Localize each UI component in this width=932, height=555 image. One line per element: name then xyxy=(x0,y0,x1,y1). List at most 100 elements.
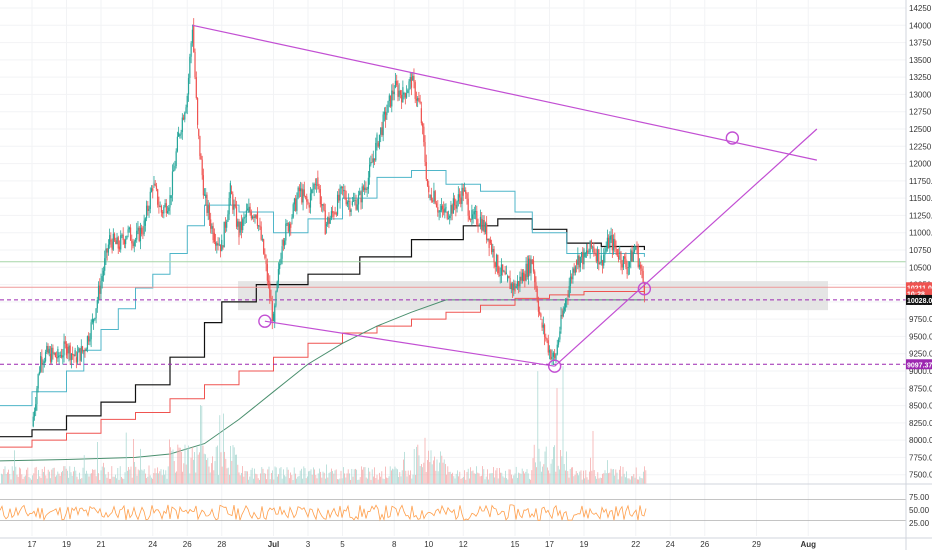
candle-body xyxy=(383,111,385,115)
candle-body xyxy=(432,200,434,202)
candle-body xyxy=(333,213,335,217)
candle-body xyxy=(617,255,620,260)
volume-bar xyxy=(304,468,306,484)
chart-grid xyxy=(0,0,906,536)
volume-bar xyxy=(239,475,241,484)
volume-bar xyxy=(577,473,578,484)
volume-bar xyxy=(596,478,597,484)
volume-bar xyxy=(5,473,7,484)
volume-bar xyxy=(71,475,73,484)
candle-body xyxy=(111,241,113,250)
volume-bar xyxy=(209,472,211,484)
candle-body xyxy=(304,195,307,197)
volume-bar xyxy=(469,478,470,484)
candle-body xyxy=(577,255,579,265)
candle-body xyxy=(552,352,554,357)
candle-body xyxy=(466,193,468,199)
price-tick-label: 13250.00 xyxy=(909,73,932,82)
candle-body xyxy=(421,123,424,127)
volume-bar xyxy=(165,470,167,484)
volume-bar xyxy=(2,474,3,484)
volume-bar xyxy=(505,470,506,484)
candle-body xyxy=(590,240,592,248)
candle-body xyxy=(216,243,218,246)
volume-bar xyxy=(267,469,269,484)
volume-bar xyxy=(508,469,510,484)
volume-bar xyxy=(591,470,593,484)
volume-bar xyxy=(20,468,21,484)
volume-bar xyxy=(459,471,461,484)
candle-body xyxy=(217,243,219,246)
candle-body xyxy=(375,142,377,161)
candle-body xyxy=(62,355,64,358)
candle-body xyxy=(534,271,536,283)
price-tick-label: 13000.00 xyxy=(909,90,932,99)
candle-body xyxy=(277,268,280,282)
price-tick-label: 13500.00 xyxy=(909,56,932,65)
candle-body xyxy=(56,357,58,359)
candle-body xyxy=(267,280,270,283)
candle-body xyxy=(350,209,352,212)
volume-bar xyxy=(433,460,434,484)
trendlines[interactable] xyxy=(192,24,818,373)
volume-bar xyxy=(307,476,308,484)
candle-body xyxy=(41,357,43,365)
candle-body xyxy=(399,90,402,95)
price-tick-label: 7500.00 xyxy=(909,471,932,480)
price-axis[interactable]: 14250.00 14000.00 13750.00 13500.00 13250.00… xyxy=(905,0,932,550)
volume-bar xyxy=(29,478,31,484)
candle-body xyxy=(624,256,626,259)
volume-bar xyxy=(286,467,288,484)
volume-bar xyxy=(503,477,505,484)
candle-body xyxy=(434,191,436,204)
volume-bar xyxy=(130,466,132,484)
volume-bar xyxy=(201,406,203,484)
candle-body xyxy=(584,252,586,257)
volume-bar xyxy=(197,454,199,484)
volume-bar xyxy=(495,470,497,484)
volume-bar xyxy=(400,476,402,484)
time-axis[interactable]: 17 19 21 24 26 28 Jul 3 5 8 10 12 15 17 19 22 24 26 29 Aug xyxy=(0,537,932,549)
candle-body xyxy=(443,209,445,213)
volume-bar xyxy=(589,471,590,484)
volume-bar xyxy=(74,466,75,484)
volume-bar xyxy=(382,478,384,484)
candle-body xyxy=(367,177,369,190)
candle-body xyxy=(162,211,164,214)
volume-bar xyxy=(16,474,18,484)
volume-bar xyxy=(407,470,409,484)
candle-body xyxy=(88,336,90,342)
volume-bar xyxy=(137,469,139,484)
candle-body xyxy=(482,220,484,231)
candle-body xyxy=(569,276,572,286)
volume-bar xyxy=(14,450,15,484)
volume-bar xyxy=(68,477,69,484)
candle-body xyxy=(233,204,235,210)
volume-bar xyxy=(453,476,455,484)
volume-bar xyxy=(599,477,601,484)
volume-bar xyxy=(367,478,368,484)
volume-bar xyxy=(517,477,518,484)
volume-bar xyxy=(76,476,78,484)
candle-body xyxy=(308,205,310,208)
volume-bar xyxy=(637,479,638,484)
candle-body xyxy=(526,263,528,277)
volume-bar xyxy=(363,467,365,484)
volume-bar xyxy=(166,478,168,484)
price-tag xyxy=(906,294,932,305)
volume-bar xyxy=(563,464,565,484)
volume-bar xyxy=(142,470,144,484)
candle-body xyxy=(314,184,316,186)
candle-body xyxy=(527,258,530,277)
candle-body xyxy=(354,199,356,201)
volume-bar xyxy=(385,466,386,484)
candle-body xyxy=(189,56,191,78)
candle-body xyxy=(381,127,383,136)
candle-body xyxy=(338,194,340,201)
volume-bar xyxy=(253,478,254,484)
candle-body xyxy=(524,274,526,281)
volume-bar xyxy=(449,471,451,484)
price-candles[interactable] xyxy=(32,18,645,428)
